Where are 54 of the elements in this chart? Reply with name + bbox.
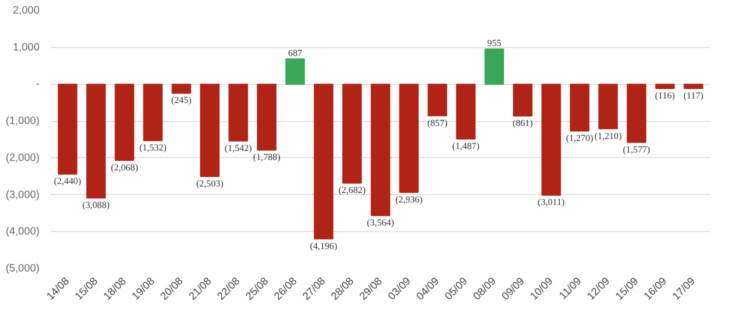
data-label: (2,936) — [395, 195, 423, 206]
bar — [484, 48, 504, 85]
y-tick-label: (5,000) — [6, 262, 40, 274]
bar — [598, 84, 618, 130]
bar — [541, 84, 561, 196]
data-label: (2,440) — [54, 177, 82, 188]
data-label: (2,068) — [110, 163, 138, 174]
y-tick-label: 1,000 — [12, 41, 40, 54]
bar — [86, 84, 106, 199]
data-label: (4,196) — [310, 242, 338, 252]
data-label: 955 — [487, 39, 502, 50]
bar — [114, 84, 134, 161]
data-label: (1,270) — [566, 134, 594, 144]
data-label: (3,011) — [538, 198, 565, 208]
y-tick-label: 2,000 — [12, 4, 40, 16]
bar — [370, 84, 390, 216]
data-label: (1,542) — [224, 144, 252, 154]
data-label: (2,682) — [338, 186, 366, 196]
bar — [626, 84, 646, 143]
bar — [342, 84, 362, 184]
bar — [228, 84, 248, 142]
y-tick-label: (4,000) — [6, 226, 40, 238]
data-label: (117) — [684, 92, 704, 102]
data-label: (116) — [655, 91, 675, 102]
y-tick-label: (1,000) — [6, 115, 40, 128]
data-label: 687 — [288, 48, 302, 59]
bar — [285, 58, 305, 85]
bar — [655, 84, 675, 89]
data-label: (3,088) — [82, 201, 110, 212]
y-tick-label: (2,000) — [6, 152, 40, 164]
bar — [200, 84, 220, 177]
data-label: (1,532) — [139, 144, 167, 154]
bar — [172, 84, 192, 94]
data-label: (1,788) — [253, 153, 280, 164]
bar — [314, 84, 334, 240]
y-tick-label: - — [36, 78, 40, 90]
bar — [456, 84, 476, 140]
bar — [512, 84, 532, 116]
bar — [143, 84, 163, 142]
data-label: (857) — [427, 118, 448, 129]
data-label: (3,564) — [366, 218, 394, 229]
data-label: (1,487) — [452, 142, 480, 152]
y-tick-label: (3,000) — [6, 188, 40, 201]
bar — [256, 84, 276, 151]
bar — [58, 84, 78, 175]
data-label: (1,210) — [594, 132, 622, 142]
bar — [570, 84, 590, 132]
bar — [684, 84, 704, 90]
data-label: (861) — [512, 118, 533, 129]
data-label: (1,577) — [622, 145, 650, 156]
bar — [399, 84, 419, 193]
data-label: (245) — [171, 96, 192, 106]
bar — [428, 84, 448, 116]
data-label: (2,503) — [196, 179, 224, 190]
